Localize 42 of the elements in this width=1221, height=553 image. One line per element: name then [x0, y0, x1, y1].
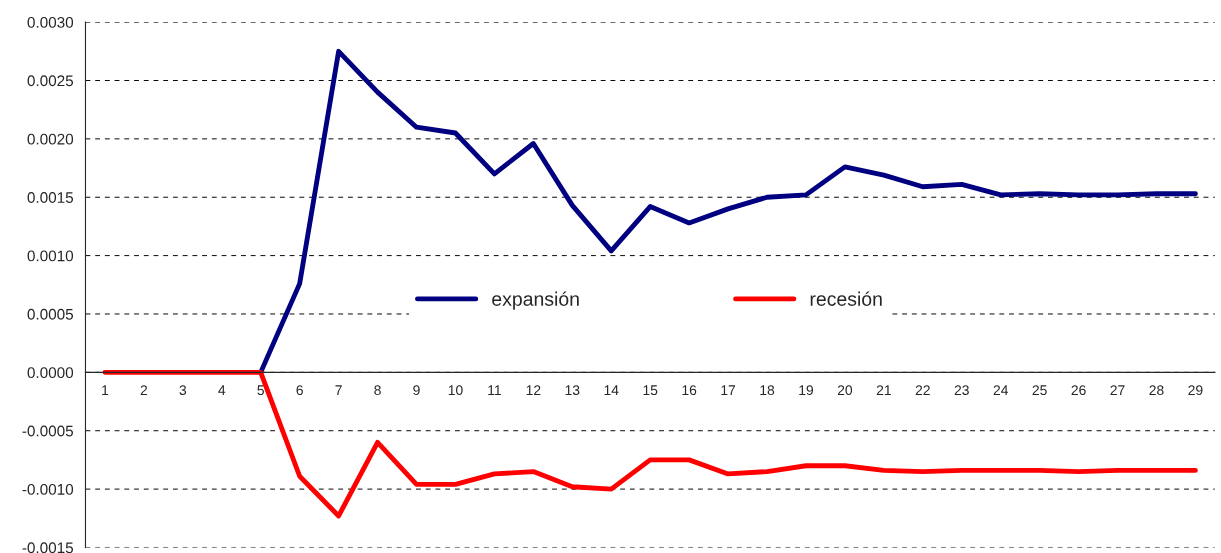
x-tick-label: 21: [876, 385, 891, 395]
x-tick-label: 16: [682, 385, 697, 396]
x-tick-label: 29: [1188, 385, 1203, 396]
y-tick-label: 0.0010: [27, 250, 74, 262]
y-tick-label: -0.0015: [22, 542, 74, 553]
x-tick-label: 1: [102, 385, 109, 395]
y-tick-label: -0.0010: [22, 483, 74, 495]
y-tick-label: 0.0030: [27, 16, 74, 28]
legend-label: expansión: [492, 291, 579, 310]
x-tick-label: 2: [140, 385, 148, 395]
y-tick-label: 0.0000: [27, 367, 74, 379]
x-tick-label: 19: [799, 385, 814, 396]
x-tick-label: 8: [374, 385, 381, 396]
x-tick-label: 24: [993, 385, 1009, 395]
x-tick-label: 18: [760, 385, 775, 396]
x-tick-label: 4: [218, 385, 226, 395]
y-tick-label: 0.0020: [27, 133, 74, 145]
x-tick-label: 11: [488, 385, 501, 395]
x-tick-label: 28: [1149, 385, 1164, 396]
x-tick-label: 15: [643, 385, 658, 396]
x-tick-label: 6: [296, 385, 303, 396]
x-tick-label: 12: [526, 385, 541, 395]
x-tick-label: 25: [1032, 385, 1047, 396]
x-tick-label: 7: [335, 385, 342, 395]
x-tick-label: 22: [915, 385, 930, 395]
y-tick-label: 0.0015: [27, 192, 74, 203]
y-tick-label: 0.0025: [27, 75, 74, 87]
x-tick-label: 10: [448, 385, 463, 396]
x-tick-label: 9: [413, 385, 420, 396]
x-tick-label: 5: [257, 385, 265, 396]
x-tick-label: 3: [179, 385, 187, 396]
x-tick-label: 27: [1110, 385, 1125, 395]
x-tick-label: 20: [837, 385, 853, 396]
y-tick-label: 0.0005: [27, 308, 74, 320]
x-tick-label: 23: [954, 385, 969, 396]
legend-label: recesión: [810, 291, 882, 306]
x-tick-label: 26: [1071, 385, 1086, 396]
y-tick-label: -0.0005: [22, 425, 74, 437]
x-tick-label: 14: [604, 385, 619, 395]
x-tick-label: 13: [565, 385, 580, 396]
line-series: [258, 48, 1198, 375]
x-tick-label: 17: [721, 385, 736, 395]
